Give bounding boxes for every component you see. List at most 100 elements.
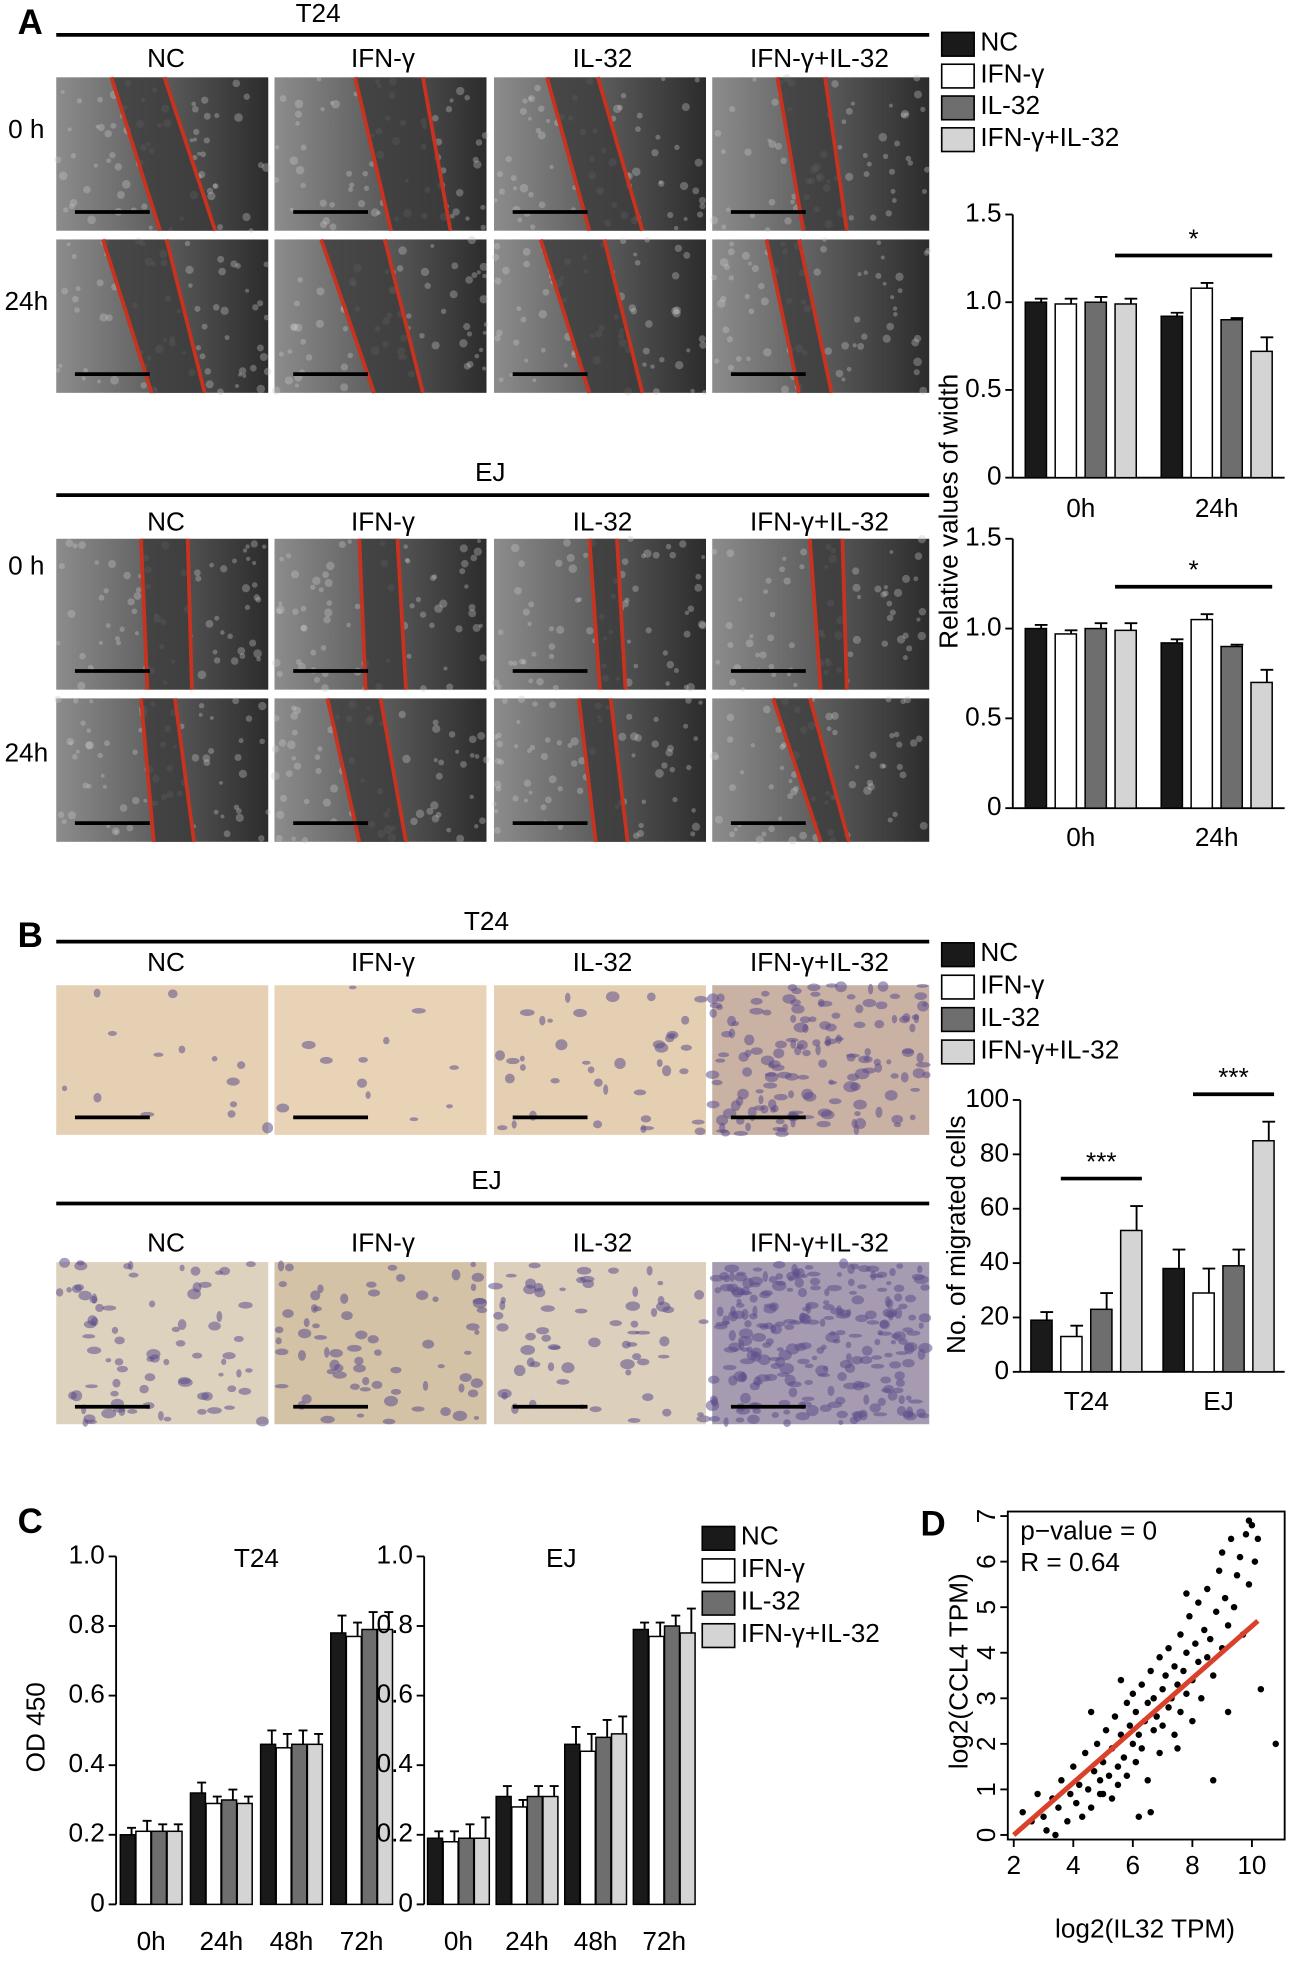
stained-cell (519, 1064, 526, 1071)
cell-texture (497, 629, 504, 636)
plot-frame (1006, 1510, 1286, 1841)
cell-texture (774, 142, 783, 150)
stained-cell (310, 1304, 318, 1313)
cell-texture (290, 705, 297, 711)
stained-cell (303, 1318, 310, 1328)
stained-cell (211, 1056, 218, 1062)
cell-texture (666, 660, 675, 669)
cell-texture (287, 740, 296, 750)
cell-texture (315, 767, 322, 775)
cell-texture (83, 368, 88, 373)
cell-texture (867, 783, 875, 791)
stained-cell (679, 1068, 689, 1075)
stained-cell (245, 1261, 256, 1268)
timepoint-label: 24h (4, 737, 48, 767)
stained-cell (340, 1293, 349, 1304)
stained-cell (625, 1301, 641, 1311)
stained-cell (659, 1336, 670, 1347)
stained-cell (493, 1311, 504, 1320)
stained-cell (85, 1384, 98, 1389)
error-bar (298, 1729, 308, 1745)
cell-texture (67, 609, 76, 618)
cell-texture (320, 107, 325, 112)
cell-texture (87, 664, 94, 671)
point (1093, 1740, 1101, 1748)
cell-texture (883, 585, 889, 590)
cell-texture (552, 684, 559, 691)
stained-cell (452, 1410, 468, 1422)
cell-texture (79, 652, 86, 660)
stained-cell (93, 988, 101, 998)
cell-texture (184, 240, 191, 247)
stained-cell (802, 1306, 810, 1312)
cell-texture (863, 171, 870, 178)
point (1221, 1594, 1229, 1602)
cell-texture (685, 697, 692, 704)
stained-cell (214, 1270, 224, 1275)
stained-cell (867, 983, 874, 995)
cell-texture (699, 341, 707, 349)
stained-cell (784, 1072, 799, 1081)
cell-texture (257, 162, 264, 169)
cell-texture (893, 731, 900, 738)
error-bar (1094, 622, 1108, 629)
micrograph (274, 985, 487, 1135)
condition-label: IFN-γ (351, 507, 415, 537)
stained-cell (801, 1396, 815, 1402)
stained-cell (118, 1406, 126, 1416)
cell-texture (767, 634, 775, 642)
stained-cell (227, 1110, 236, 1118)
stained-cell (197, 1408, 207, 1415)
cell-texture (643, 549, 652, 558)
stained-cell (917, 1265, 923, 1273)
condition-label: IL-32 (573, 43, 633, 73)
stained-cell (802, 1049, 811, 1057)
point (1227, 1535, 1235, 1543)
cell-texture (474, 824, 479, 829)
legend-label: NC (741, 1521, 779, 1551)
point (1117, 1676, 1125, 1684)
stained-cell (451, 1269, 461, 1281)
cell-texture (346, 170, 353, 177)
cell-texture (783, 577, 791, 585)
stained-cell (657, 1295, 665, 1306)
error-bar (1130, 1205, 1143, 1231)
cell-texture (340, 383, 349, 392)
cell-texture (684, 610, 690, 616)
cell-texture (214, 615, 220, 621)
bar (236, 1802, 253, 1906)
error-bar (1100, 1292, 1113, 1310)
y-tick-label: 0 (398, 1887, 413, 1917)
point (1129, 1740, 1137, 1748)
cell-texture (198, 171, 206, 179)
stained-cell (697, 1412, 704, 1417)
cell-texture (69, 198, 78, 207)
cell-texture (492, 253, 500, 261)
stained-cell (823, 1365, 829, 1371)
cell-texture (109, 151, 116, 159)
cell-texture (790, 199, 795, 205)
cell-texture (493, 198, 498, 203)
cell-texture (493, 780, 502, 789)
y-tick-label: 6 (971, 1554, 1001, 1569)
wound-edge (587, 538, 602, 690)
stained-cell (711, 1079, 723, 1086)
stained-cell (756, 1374, 771, 1382)
cell-texture (234, 113, 243, 122)
cell-texture (132, 749, 138, 755)
bar (495, 1795, 512, 1906)
stained-cell (114, 1336, 125, 1345)
point (1177, 1631, 1184, 1638)
cell-texture (468, 609, 477, 618)
cell-texture (243, 93, 250, 100)
stained-cell (887, 1391, 898, 1401)
cell-texture (132, 796, 140, 805)
cell-texture (655, 134, 661, 140)
cell-texture (897, 288, 903, 294)
cell-texture (403, 544, 408, 549)
bar (1160, 642, 1184, 809)
stained-cell (855, 1314, 869, 1323)
cell-texture (775, 726, 783, 733)
error-bar (368, 1611, 378, 1630)
